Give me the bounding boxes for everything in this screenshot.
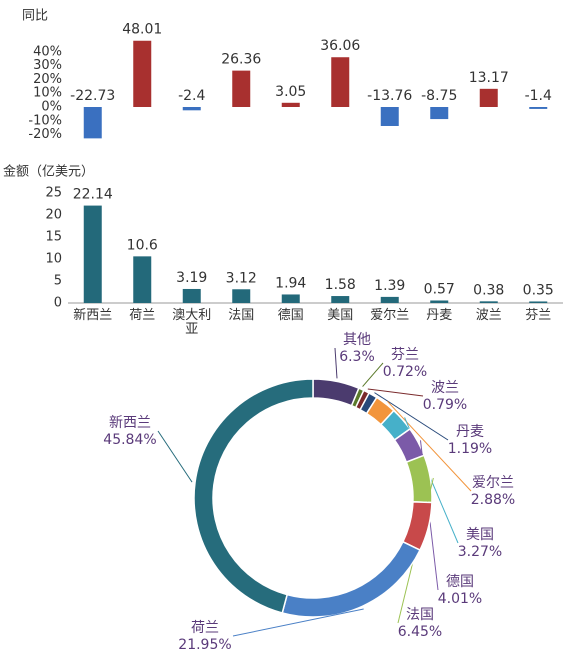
data-label: -13.76 (367, 88, 412, 104)
pie-value-label: 0.79% (423, 397, 467, 413)
y-tick-label: -10% (28, 113, 62, 128)
data-label: -1.4 (525, 88, 552, 104)
bar (380, 296, 399, 303)
bar (232, 70, 251, 107)
pie-label: 德国 (446, 574, 474, 590)
bar (232, 289, 251, 303)
bar (281, 294, 300, 303)
data-label: 0.38 (473, 282, 504, 298)
bar (479, 88, 498, 107)
donut-segment (405, 454, 433, 504)
bar (331, 296, 350, 303)
x-tick-label: 新西兰 (73, 308, 113, 323)
pie-value-label: 1.19% (448, 441, 492, 457)
x-tick-label: 丹麦 (426, 308, 453, 323)
y-tick-label: 0% (41, 100, 62, 115)
pie-label: 荷兰 (191, 620, 219, 636)
y-tick-label: 30% (33, 58, 62, 73)
data-label: 26.36 (221, 52, 261, 68)
y-tick-label: 20% (33, 72, 62, 87)
y-tick-label: 10% (33, 86, 62, 101)
y-tick-label: 0 (54, 296, 62, 311)
data-label: 1.39 (374, 278, 405, 294)
leader-line (367, 388, 424, 397)
donut-segment (401, 501, 433, 552)
data-label: -8.75 (421, 88, 457, 104)
x-tick-label: 澳大利亚 (172, 308, 212, 337)
x-tick-label: 荷兰 (129, 308, 156, 323)
data-label: -2.4 (178, 88, 205, 104)
bar (182, 107, 201, 111)
leader-line (374, 392, 449, 441)
data-label: 22.14 (73, 187, 113, 203)
bar (281, 102, 300, 107)
y-tick-label: 15 (45, 230, 62, 245)
y-tick-label: 10 (45, 252, 62, 267)
bar (83, 205, 102, 303)
leader-line (387, 400, 472, 492)
y-tick-label: 40% (33, 44, 62, 59)
data-label: 1.58 (325, 277, 356, 293)
pie-value-label: 2.88% (471, 492, 515, 508)
data-label: 3.19 (176, 270, 207, 286)
pie-value-label: 21.95% (178, 637, 231, 653)
y-tick-label: -20% (28, 127, 62, 142)
pie-label: 美国 (466, 527, 494, 543)
bar (479, 301, 498, 303)
bar (380, 107, 399, 126)
donut-segment (281, 540, 422, 618)
leader-line (334, 347, 338, 379)
x-tick-label: 美国 (327, 308, 354, 323)
bar (133, 40, 152, 107)
donut-segment (193, 378, 314, 614)
pie-value-label: 3.27% (458, 544, 502, 560)
x-tick-label: 芬兰 (525, 308, 552, 323)
chart-title: 同比 (22, 9, 48, 24)
data-label: 0.57 (424, 281, 455, 297)
x-tick-label: 波兰 (475, 308, 502, 323)
pie-label: 爱尔兰 (472, 475, 514, 491)
pie-value-label: 0.72% (383, 364, 427, 380)
y-tick-label: 5 (54, 274, 62, 289)
data-label: 3.05 (275, 84, 306, 100)
pie-label: 波兰 (431, 380, 459, 396)
leader-line (362, 362, 384, 387)
data-label: 48.01 (122, 22, 162, 38)
data-label: 3.12 (226, 270, 257, 286)
data-label: 1.94 (275, 275, 306, 291)
bar (430, 300, 449, 303)
x-tick-label: 法国 (228, 308, 255, 323)
chart-title: 金额（亿美元） (3, 164, 94, 180)
x-tick-label: 爱尔兰 (370, 308, 410, 323)
pie-value-label: 6.45% (398, 624, 442, 640)
bar (529, 107, 548, 109)
pie-label: 新西兰 (109, 415, 151, 431)
y-tick-label: 25 (45, 186, 62, 201)
bar (182, 288, 201, 303)
data-label: 13.17 (469, 70, 509, 86)
bar (529, 301, 548, 303)
pie-label: 其他 (343, 332, 371, 348)
pie-value-label: 6.3% (339, 349, 375, 365)
bar (133, 256, 152, 303)
y-tick-label: 20 (45, 208, 62, 223)
bar (331, 57, 350, 107)
donut-segment (312, 378, 360, 407)
bar (83, 107, 102, 139)
data-label: 0.35 (523, 282, 554, 298)
pie-label: 芬兰 (391, 347, 419, 363)
pie-label: 法国 (406, 607, 434, 623)
leader-line (232, 608, 364, 637)
bar (430, 107, 449, 120)
x-tick-label: 德国 (277, 308, 304, 323)
data-label: 36.06 (320, 38, 360, 54)
pie-value-label: 45.84% (103, 432, 156, 448)
data-label: -22.73 (70, 88, 115, 104)
data-label: 10.6 (127, 237, 158, 253)
pie-label: 丹麦 (456, 424, 484, 440)
leader-line (157, 430, 193, 483)
pie-value-label: 4.01% (438, 591, 482, 607)
